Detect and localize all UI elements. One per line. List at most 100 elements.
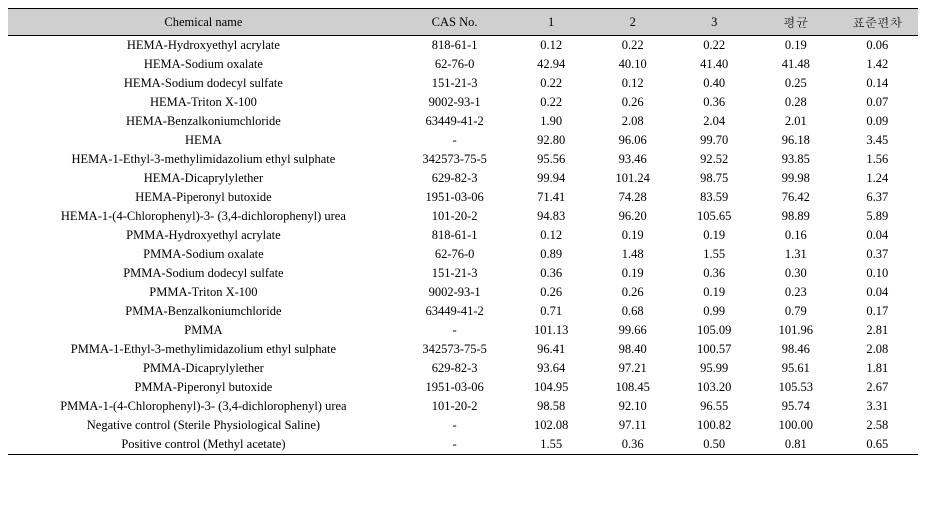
cell-cas: 342573-75-5 xyxy=(399,340,511,359)
cell-mean: 99.98 xyxy=(755,169,837,188)
cell-cas: 818-61-1 xyxy=(399,226,511,245)
cell-v3: 2.04 xyxy=(673,112,755,131)
cell-name: HEMA-Benzalkoniumchloride xyxy=(8,112,399,131)
cell-v2: 97.11 xyxy=(592,416,674,435)
cell-mean: 95.61 xyxy=(755,359,837,378)
cell-v3: 1.55 xyxy=(673,245,755,264)
table-row: PMMA-1-(4-Chlorophenyl)-3- (3,4-dichloro… xyxy=(8,397,918,416)
cell-v3: 0.50 xyxy=(673,435,755,455)
cell-name: Positive control (Methyl acetate) xyxy=(8,435,399,455)
cell-v2: 0.22 xyxy=(592,36,674,56)
cell-sd: 1.81 xyxy=(837,359,918,378)
cell-cas: 62-76-0 xyxy=(399,245,511,264)
cell-v3: 105.09 xyxy=(673,321,755,340)
table-row: HEMA-Sodium dodecyl sulfate151-21-30.220… xyxy=(8,74,918,93)
cell-v1: 0.22 xyxy=(510,74,592,93)
cell-v3: 98.75 xyxy=(673,169,755,188)
cell-cas: - xyxy=(399,131,511,150)
cell-sd: 5.89 xyxy=(837,207,918,226)
cell-mean: 101.96 xyxy=(755,321,837,340)
table-row: PMMA-Piperonyl butoxide1951-03-06104.951… xyxy=(8,378,918,397)
cell-sd: 0.07 xyxy=(837,93,918,112)
cell-sd: 0.65 xyxy=(837,435,918,455)
cell-mean: 95.74 xyxy=(755,397,837,416)
table-row: PMMA-Sodium dodecyl sulfate151-21-30.360… xyxy=(8,264,918,283)
cell-v2: 0.36 xyxy=(592,435,674,455)
cell-v1: 0.26 xyxy=(510,283,592,302)
cell-name: HEMA-Dicaprylylether xyxy=(8,169,399,188)
cell-mean: 98.46 xyxy=(755,340,837,359)
cell-name: HEMA-Sodium oxalate xyxy=(8,55,399,74)
cell-sd: 0.04 xyxy=(837,226,918,245)
cell-v2: 0.12 xyxy=(592,74,674,93)
cell-sd: 1.56 xyxy=(837,150,918,169)
cell-v3: 0.99 xyxy=(673,302,755,321)
header-name: Chemical name xyxy=(8,9,399,36)
cell-name: HEMA-Triton X-100 xyxy=(8,93,399,112)
cell-v1: 0.12 xyxy=(510,226,592,245)
cell-cas: 151-21-3 xyxy=(399,264,511,283)
cell-sd: 6.37 xyxy=(837,188,918,207)
cell-v3: 83.59 xyxy=(673,188,755,207)
cell-mean: 41.48 xyxy=(755,55,837,74)
cell-mean: 2.01 xyxy=(755,112,837,131)
cell-sd: 0.04 xyxy=(837,283,918,302)
cell-mean: 96.18 xyxy=(755,131,837,150)
cell-v3: 41.40 xyxy=(673,55,755,74)
cell-cas: 1951-03-06 xyxy=(399,378,511,397)
cell-name: PMMA-Hydroxyethyl acrylate xyxy=(8,226,399,245)
chemical-table: Chemical name CAS No. 1 2 3 평균 표준편차 HEMA… xyxy=(8,8,918,455)
cell-cas: 63449-41-2 xyxy=(399,302,511,321)
cell-cas: - xyxy=(399,321,511,340)
cell-cas: 1951-03-06 xyxy=(399,188,511,207)
cell-cas: 342573-75-5 xyxy=(399,150,511,169)
cell-name: PMMA-1-Ethyl-3-methylimidazolium ethyl s… xyxy=(8,340,399,359)
cell-v3: 100.57 xyxy=(673,340,755,359)
cell-cas: 629-82-3 xyxy=(399,359,511,378)
table-row: HEMA-Hydroxyethyl acrylate818-61-10.120.… xyxy=(8,36,918,56)
cell-name: PMMA-Sodium dodecyl sulfate xyxy=(8,264,399,283)
cell-cas: 151-21-3 xyxy=(399,74,511,93)
cell-sd: 2.67 xyxy=(837,378,918,397)
header-v1: 1 xyxy=(510,9,592,36)
header-cas: CAS No. xyxy=(399,9,511,36)
cell-name: HEMA-Hydroxyethyl acrylate xyxy=(8,36,399,56)
cell-mean: 105.53 xyxy=(755,378,837,397)
cell-v3: 103.20 xyxy=(673,378,755,397)
cell-v2: 108.45 xyxy=(592,378,674,397)
table-row: HEMA-Benzalkoniumchloride63449-41-21.90 2… xyxy=(8,112,918,131)
cell-name: HEMA-1-(4-Chlorophenyl)-3- (3,4-dichloro… xyxy=(8,207,399,226)
cell-name: HEMA xyxy=(8,131,399,150)
cell-v3: 100.82 xyxy=(673,416,755,435)
cell-cas: 9002-93-1 xyxy=(399,93,511,112)
cell-v1: 101.13 xyxy=(510,321,592,340)
cell-name: HEMA-1-Ethyl-3-methylimidazolium ethyl s… xyxy=(8,150,399,169)
cell-name: PMMA-Triton X-100 xyxy=(8,283,399,302)
cell-sd: 0.14 xyxy=(837,74,918,93)
cell-v1: 1.55 xyxy=(510,435,592,455)
cell-v1: 95.56 xyxy=(510,150,592,169)
cell-mean: 100.00 xyxy=(755,416,837,435)
table-row: PMMA-Benzalkoniumchloride63449-41-20.710… xyxy=(8,302,918,321)
cell-v2: 99.66 xyxy=(592,321,674,340)
cell-v2: 74.28 xyxy=(592,188,674,207)
cell-cas: - xyxy=(399,416,511,435)
cell-v2: 96.20 xyxy=(592,207,674,226)
cell-cas: 63449-41-2 xyxy=(399,112,511,131)
cell-mean: 93.85 xyxy=(755,150,837,169)
cell-mean: 0.16 xyxy=(755,226,837,245)
cell-sd: 0.37 xyxy=(837,245,918,264)
cell-mean: 1.31 xyxy=(755,245,837,264)
cell-v2: 97.21 xyxy=(592,359,674,378)
table-row: Negative control (Sterile Physiological … xyxy=(8,416,918,435)
cell-cas: 818-61-1 xyxy=(399,36,511,56)
cell-v3: 99.70 xyxy=(673,131,755,150)
cell-v1: 1.90 xyxy=(510,112,592,131)
cell-mean: 0.25 xyxy=(755,74,837,93)
cell-name: PMMA-Benzalkoniumchloride xyxy=(8,302,399,321)
cell-v3: 0.22 xyxy=(673,36,755,56)
cell-mean: 76.42 xyxy=(755,188,837,207)
cell-v2: 40.10 xyxy=(592,55,674,74)
header-row: Chemical name CAS No. 1 2 3 평균 표준편차 xyxy=(8,9,918,36)
cell-mean: 0.19 xyxy=(755,36,837,56)
